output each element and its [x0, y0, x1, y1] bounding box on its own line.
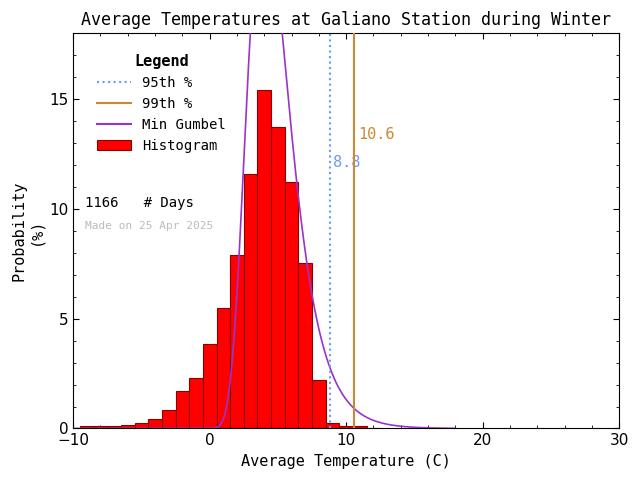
Bar: [93, 427, 108, 429]
Bar: [134, 423, 148, 429]
Bar: [271, 127, 285, 429]
Bar: [216, 308, 230, 429]
Bar: [162, 409, 175, 429]
Bar: [298, 263, 312, 429]
Bar: [312, 380, 326, 429]
Title: Average Temperatures at Galiano Station during Winter: Average Temperatures at Galiano Station …: [81, 11, 611, 29]
Bar: [175, 391, 189, 429]
Bar: [108, 427, 121, 429]
X-axis label: Average Temperature (C): Average Temperature (C): [241, 454, 451, 469]
Y-axis label: Probability
(%): Probability (%): [11, 181, 44, 281]
Text: Made on 25 Apr 2025: Made on 25 Apr 2025: [85, 221, 214, 231]
Bar: [353, 427, 367, 429]
Bar: [257, 90, 271, 429]
Bar: [230, 255, 244, 429]
Bar: [326, 423, 339, 429]
Text: 1166   # Days: 1166 # Days: [85, 196, 194, 210]
Text: 10.6: 10.6: [358, 127, 394, 142]
Bar: [121, 425, 134, 429]
Bar: [189, 378, 203, 429]
Bar: [339, 427, 353, 429]
Bar: [203, 344, 216, 429]
Legend: 95th %, 99th %, Min Gumbel, Histogram: 95th %, 99th %, Min Gumbel, Histogram: [91, 48, 232, 158]
Bar: [285, 182, 298, 429]
Bar: [80, 427, 93, 429]
Text: 8.8: 8.8: [333, 156, 360, 170]
Bar: [244, 174, 257, 429]
Bar: [148, 419, 162, 429]
